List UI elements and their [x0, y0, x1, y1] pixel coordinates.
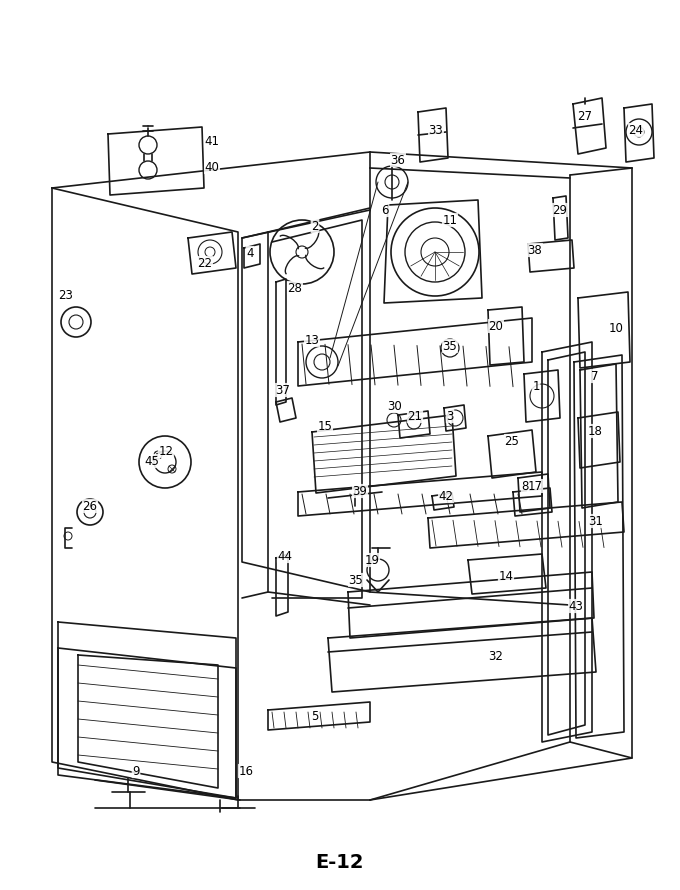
Text: 2: 2 — [311, 220, 319, 232]
Text: 18: 18 — [588, 425, 602, 438]
Text: 30: 30 — [388, 400, 403, 412]
Text: 42: 42 — [439, 490, 454, 503]
Text: 37: 37 — [275, 384, 290, 397]
Text: 8: 8 — [522, 480, 528, 492]
Text: 44: 44 — [277, 549, 292, 562]
Text: 22: 22 — [197, 256, 213, 270]
Text: 28: 28 — [288, 281, 303, 295]
Text: 40: 40 — [205, 160, 220, 174]
Text: 4: 4 — [246, 247, 254, 260]
Text: 36: 36 — [390, 153, 405, 166]
Text: 12: 12 — [158, 444, 173, 457]
Text: 21: 21 — [407, 409, 422, 423]
Text: 33: 33 — [428, 124, 443, 136]
Text: 3: 3 — [446, 409, 454, 423]
Text: 6: 6 — [381, 204, 389, 216]
Text: 11: 11 — [443, 214, 458, 226]
Text: 24: 24 — [628, 124, 643, 136]
Text: 14: 14 — [498, 570, 513, 582]
Text: E-12: E-12 — [316, 853, 364, 871]
Text: 5: 5 — [311, 709, 319, 723]
Text: 32: 32 — [488, 650, 503, 662]
Text: 17: 17 — [528, 480, 543, 492]
Text: 39: 39 — [352, 484, 367, 498]
Text: 38: 38 — [528, 244, 543, 256]
Text: 26: 26 — [82, 499, 97, 513]
Text: 31: 31 — [589, 514, 603, 528]
Text: 9: 9 — [132, 765, 140, 778]
Text: 7: 7 — [591, 369, 599, 383]
Text: 45: 45 — [145, 455, 159, 467]
Text: 19: 19 — [364, 554, 379, 567]
Text: 43: 43 — [568, 600, 583, 612]
Text: 13: 13 — [305, 334, 320, 346]
Text: 1: 1 — [532, 379, 540, 392]
Text: 15: 15 — [318, 419, 333, 433]
Text: 29: 29 — [552, 204, 568, 216]
Text: 10: 10 — [609, 321, 624, 335]
Text: 35: 35 — [443, 339, 458, 352]
Text: 16: 16 — [239, 765, 254, 778]
Text: 25: 25 — [505, 434, 520, 448]
Text: 27: 27 — [577, 109, 592, 123]
Text: 41: 41 — [205, 134, 220, 148]
Text: 35: 35 — [349, 573, 363, 587]
Text: 23: 23 — [58, 288, 73, 302]
Text: 20: 20 — [488, 320, 503, 333]
